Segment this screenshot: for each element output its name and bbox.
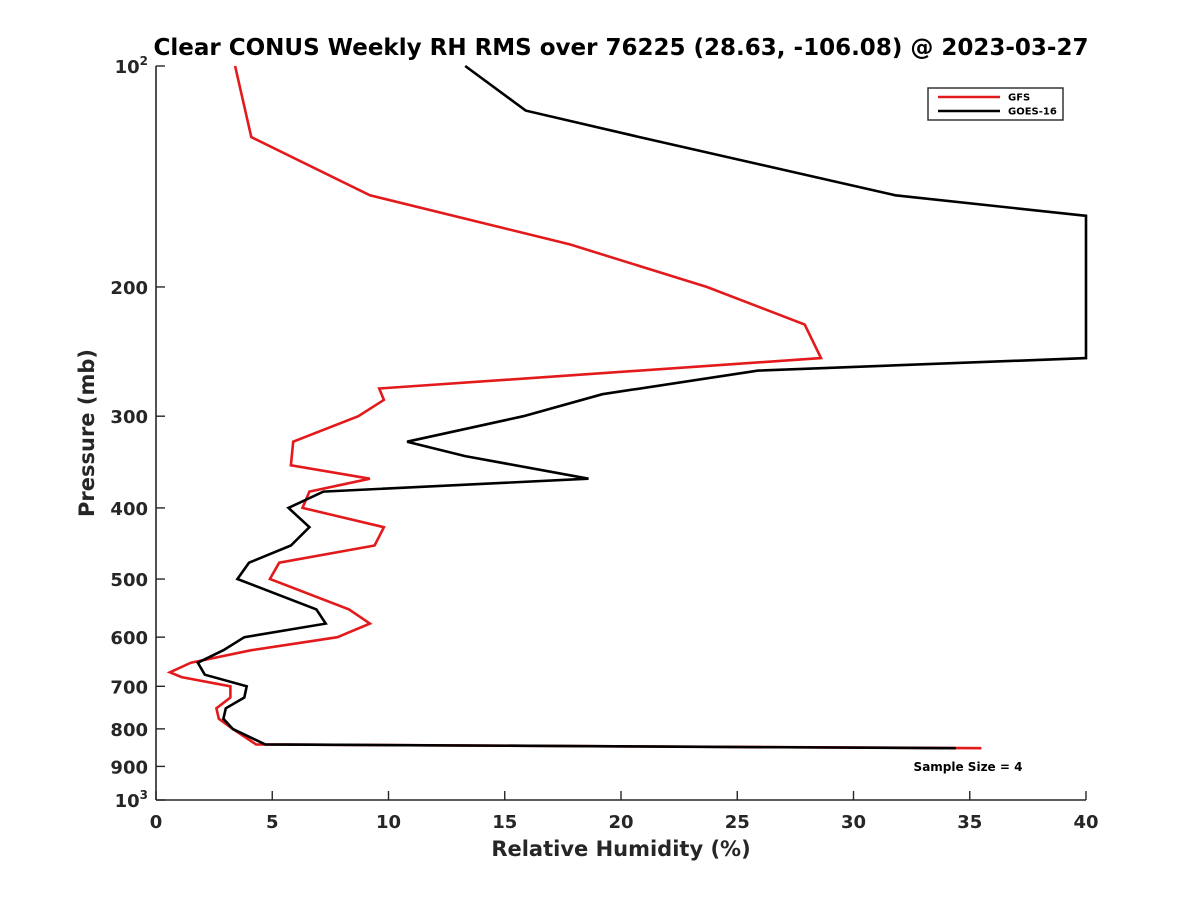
legend-label: GFS <box>1008 93 1030 104</box>
legend-box <box>927 87 1064 121</box>
x-tick-labels: 0 5 10 15 20 25 30 35 40 <box>150 791 1099 833</box>
y-tick-label: 600 <box>110 628 148 649</box>
x-tick-label: 0 <box>150 812 163 833</box>
y-tick-label: 800 <box>110 720 148 741</box>
y-tick-label: 500 <box>110 570 148 591</box>
series-line-gfs <box>166 65 982 750</box>
x-tick-label: 5 <box>266 812 279 833</box>
x-tick-label: 25 <box>725 812 750 833</box>
legend-label: GOES-16 <box>1008 107 1057 118</box>
x-tick-label: 15 <box>492 812 517 833</box>
legend: GFS GOES-16 <box>927 87 1064 121</box>
plot-lines <box>166 64 1088 750</box>
y-tick-label: 102 <box>115 54 148 78</box>
y-axis-label: Pressure (mb) <box>75 349 99 517</box>
y-tick-label: 900 <box>110 757 148 778</box>
series-line-goes-16 <box>195 64 1088 750</box>
sample-size-annotation: Sample Size = 4 <box>914 760 1023 774</box>
x-tick-label: 10 <box>376 812 401 833</box>
axes <box>155 66 1086 801</box>
y-tick-label: 300 <box>110 407 148 428</box>
y-tick-label: 700 <box>110 677 148 698</box>
x-axis-label: Relative Humidity (%) <box>491 837 750 861</box>
y-tick-label: 103 <box>115 788 148 812</box>
y-tick-labels: 102 200 300 400 500 600 700 800 900 103 <box>110 54 165 812</box>
y-tick-label: 200 <box>110 278 148 299</box>
x-tick-label: 30 <box>841 812 866 833</box>
x-tick-label: 40 <box>1073 812 1098 833</box>
x-tick-label: 20 <box>608 812 633 833</box>
y-tick-label: 400 <box>110 499 148 520</box>
x-tick-label: 35 <box>957 812 982 833</box>
chart-title: Clear CONUS Weekly RH RMS over 76225 (28… <box>154 35 1089 61</box>
